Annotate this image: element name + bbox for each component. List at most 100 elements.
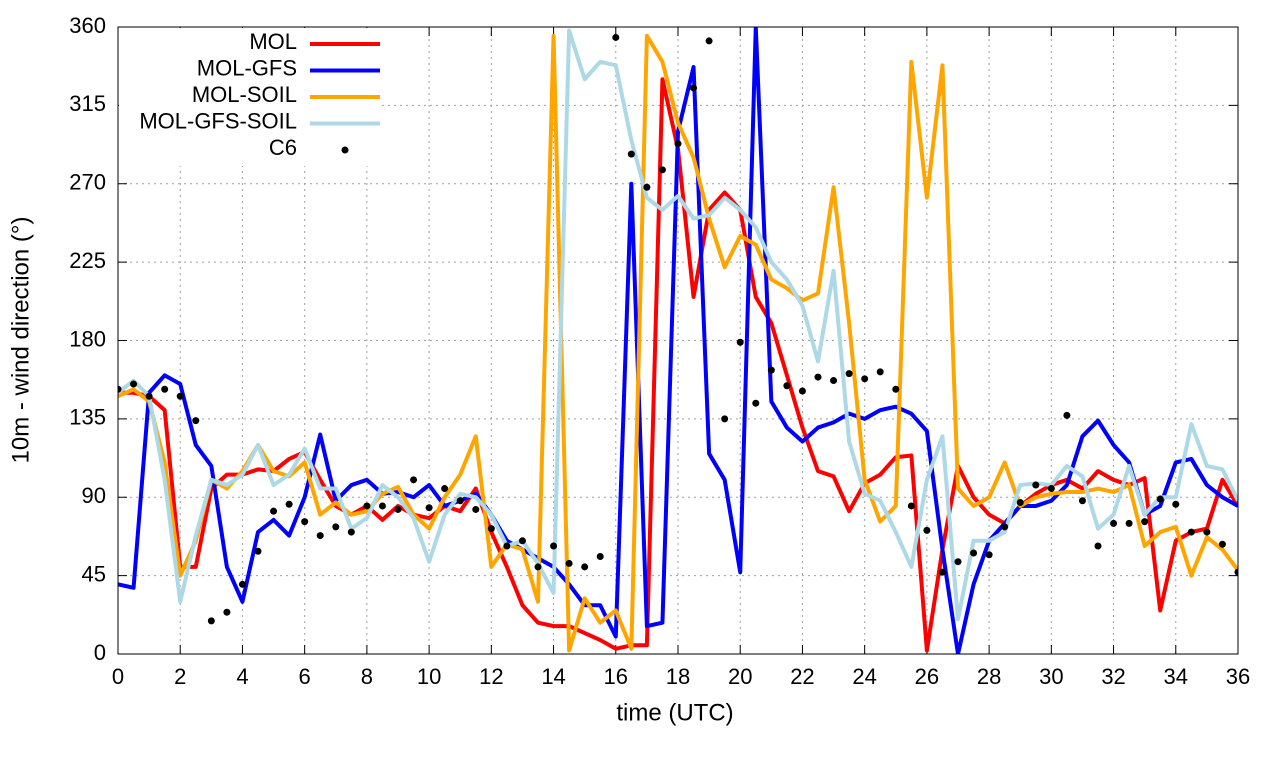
x-tick-label: 26 — [915, 664, 939, 689]
data-point — [118, 385, 122, 393]
data-point — [518, 537, 526, 545]
data-point — [985, 551, 993, 559]
data-point — [316, 532, 324, 540]
x-tick-label: 24 — [852, 664, 876, 689]
data-point — [550, 542, 558, 550]
x-tick-label: 22 — [790, 664, 814, 689]
data-point — [456, 497, 464, 505]
data-point — [145, 392, 153, 400]
y-tick-label: 315 — [69, 91, 106, 116]
plot-area — [118, 27, 1238, 654]
data-point — [938, 568, 946, 576]
data-point — [1001, 523, 1009, 531]
data-point — [892, 385, 900, 393]
data-point — [736, 338, 744, 346]
data-point — [1218, 540, 1226, 548]
x-tick-label: 8 — [361, 664, 373, 689]
data-point — [1141, 518, 1149, 526]
data-point — [627, 150, 635, 158]
legend-swatch — [341, 146, 349, 154]
y-tick-label: 270 — [69, 170, 106, 195]
data-point — [347, 528, 355, 536]
y-tick-label: 90 — [82, 483, 106, 508]
data-point — [534, 563, 542, 571]
data-point — [658, 166, 666, 174]
x-tick-label: 10 — [417, 664, 441, 689]
data-point — [923, 526, 931, 534]
data-point — [285, 500, 293, 508]
y-axis-label: 10m - wind direction (°) — [7, 216, 34, 463]
data-point — [565, 559, 573, 567]
x-tick-label: 32 — [1101, 664, 1125, 689]
data-point — [472, 505, 480, 513]
data-point — [581, 563, 589, 571]
legend-label: C6 — [269, 135, 297, 160]
data-point — [721, 415, 729, 423]
data-point — [1110, 519, 1118, 527]
data-point — [1234, 568, 1238, 576]
data-point — [1032, 481, 1040, 489]
data-point — [254, 547, 262, 555]
legend-label: MOL-GFS-SOIL — [139, 108, 297, 133]
x-tick-label: 2 — [174, 664, 186, 689]
x-tick-label: 4 — [236, 664, 248, 689]
data-point — [301, 518, 309, 526]
data-point — [270, 507, 278, 515]
x-tick-label: 0 — [112, 664, 124, 689]
y-tick-label: 135 — [69, 405, 106, 430]
data-point — [643, 183, 651, 191]
data-point — [363, 502, 371, 510]
data-point — [1156, 495, 1164, 503]
series-line — [118, 27, 1238, 654]
x-tick-label: 16 — [604, 664, 628, 689]
y-tick-label: 360 — [69, 13, 106, 38]
x-tick-label: 18 — [666, 664, 690, 689]
y-tick-label: 0 — [94, 640, 106, 665]
data-point — [176, 392, 184, 400]
x-tick-label: 12 — [479, 664, 503, 689]
data-point — [705, 37, 713, 45]
data-point — [970, 549, 978, 557]
x-tick-label: 14 — [541, 664, 565, 689]
data-point — [1125, 519, 1133, 527]
data-point — [207, 617, 215, 625]
data-point — [767, 366, 775, 374]
data-point — [487, 525, 495, 533]
data-point — [1078, 497, 1086, 505]
legend-label: MOL-GFS — [197, 55, 297, 80]
series-line — [118, 33, 1238, 653]
data-point — [425, 504, 433, 512]
y-tick-label: 225 — [69, 248, 106, 273]
data-point — [378, 502, 386, 510]
data-point — [612, 33, 620, 41]
x-tick-label: 34 — [1164, 664, 1188, 689]
x-tick-label: 28 — [977, 664, 1001, 689]
x-tick-label: 6 — [299, 664, 311, 689]
legend-label: MOL — [249, 29, 297, 54]
data-point — [130, 380, 138, 388]
data-point — [798, 387, 806, 395]
data-point — [1172, 500, 1180, 508]
plot-border — [117, 26, 1239, 655]
data-point — [907, 502, 915, 510]
data-point — [503, 542, 511, 550]
x-tick-label: 36 — [1226, 664, 1250, 689]
data-point — [1016, 498, 1024, 506]
data-point — [954, 558, 962, 566]
data-point — [596, 552, 604, 560]
data-point — [223, 608, 231, 616]
y-tick-label: 180 — [69, 326, 106, 351]
legend-label: MOL-SOIL — [192, 82, 297, 107]
data-point — [394, 505, 402, 513]
data-point — [752, 399, 760, 407]
x-tick-label: 20 — [728, 664, 752, 689]
data-point — [1094, 542, 1102, 550]
data-point — [876, 368, 884, 376]
data-point — [814, 373, 822, 381]
data-point — [441, 485, 449, 493]
data-point — [861, 375, 869, 383]
data-point — [830, 377, 838, 385]
x-axis-label: time (UTC) — [616, 699, 733, 726]
data-point — [1063, 411, 1071, 419]
